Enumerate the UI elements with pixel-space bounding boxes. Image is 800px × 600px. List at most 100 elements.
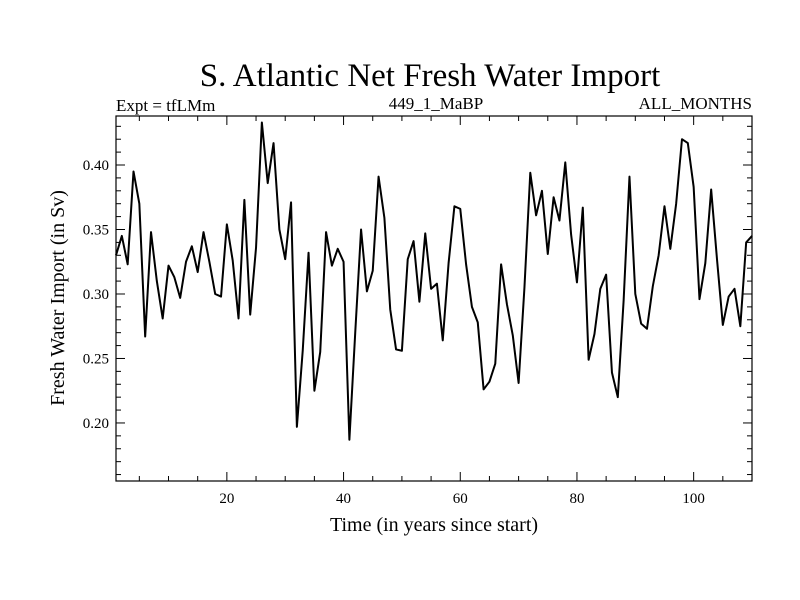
data-point [348, 439, 350, 441]
data-point [704, 262, 706, 264]
data-point [168, 265, 170, 267]
x-tick-label: 20 [219, 491, 234, 507]
data-point [640, 323, 642, 325]
data-point [605, 274, 607, 276]
data-point [506, 303, 508, 305]
data-point [249, 314, 251, 316]
data-point [728, 296, 730, 298]
data-point [430, 288, 432, 290]
data-point [623, 299, 625, 301]
data-point [687, 142, 689, 144]
data-point [477, 321, 479, 323]
data-point [337, 248, 339, 250]
data-point [395, 348, 397, 350]
data-point [500, 263, 502, 265]
data-point [588, 359, 590, 361]
data-point [413, 240, 415, 242]
chart-title: S. Atlantic Net Fresh Water Import [200, 58, 661, 94]
data-point [576, 281, 578, 283]
data-point [436, 283, 438, 285]
data-point [226, 223, 228, 225]
data-point [331, 265, 333, 267]
data-point [232, 259, 234, 261]
data-point [127, 263, 129, 265]
subtitle-months: ALL_MONTHS [639, 94, 752, 113]
data-point [459, 208, 461, 210]
data-point [378, 176, 380, 178]
data-point [401, 350, 403, 352]
data-point [722, 324, 724, 326]
data-point [162, 317, 164, 319]
data-point [290, 201, 292, 203]
y-tick-label: 0.25 [83, 351, 109, 367]
data-point [407, 258, 409, 260]
data-point [611, 372, 613, 374]
data-point [220, 296, 222, 298]
data-point [150, 231, 152, 233]
data-point [354, 332, 356, 334]
data-point [518, 382, 520, 384]
data-point [360, 228, 362, 230]
subtitle-run-id: 449_1_MaBP [389, 94, 483, 113]
data-point [372, 270, 374, 272]
data-point [693, 186, 695, 188]
data-point [494, 363, 496, 365]
data-point [564, 161, 566, 163]
data-point [267, 182, 269, 184]
data-point [255, 247, 257, 249]
data-point [214, 293, 216, 295]
data-point [313, 390, 315, 392]
data-point [658, 254, 660, 256]
data-point [383, 217, 385, 219]
data-point [698, 298, 700, 300]
axis-tick-labels: 20 40 60 80 100 0.20 0.25 0.30 0.35 0.40 [83, 158, 705, 507]
data-point [523, 287, 525, 289]
data-point [424, 232, 426, 234]
data-point [173, 276, 175, 278]
data-point [319, 351, 321, 353]
data-point [529, 172, 531, 174]
data-point [133, 170, 135, 172]
data-point [553, 196, 555, 198]
data-point [273, 142, 275, 144]
data-point [448, 262, 450, 264]
series-points [115, 121, 753, 440]
data-point [278, 228, 280, 230]
axis-ticks [116, 116, 753, 481]
data-point [593, 333, 595, 335]
data-point [582, 207, 584, 209]
data-point [179, 297, 181, 299]
data-point [745, 241, 747, 243]
data-point [471, 306, 473, 308]
data-point [628, 176, 630, 178]
data-point [465, 263, 467, 265]
data-point [634, 293, 636, 295]
y-tick-label: 0.30 [83, 287, 109, 303]
subtitle-experiment: Expt = tfLMm [116, 96, 215, 115]
data-point [366, 290, 368, 292]
data-point [442, 339, 444, 341]
data-point [547, 253, 549, 255]
data-point [197, 271, 199, 273]
x-tick-label: 80 [569, 491, 584, 507]
x-tick-label: 60 [453, 491, 468, 507]
data-point [115, 254, 117, 256]
data-point [739, 325, 741, 327]
data-point [185, 261, 187, 263]
data-point [284, 258, 286, 260]
data-point [716, 258, 718, 260]
data-point [512, 334, 514, 336]
plot-frame [115, 115, 753, 482]
data-point [389, 308, 391, 310]
y-tick-label: 0.40 [83, 158, 109, 174]
data-point [191, 245, 193, 247]
data-point [751, 235, 753, 237]
data-point [558, 219, 560, 221]
x-tick-label: 40 [336, 491, 351, 507]
data-point [121, 235, 123, 237]
data-point [418, 301, 420, 303]
data-point [238, 317, 240, 319]
data-point [599, 288, 601, 290]
data-point [488, 381, 490, 383]
data-point [138, 203, 140, 205]
